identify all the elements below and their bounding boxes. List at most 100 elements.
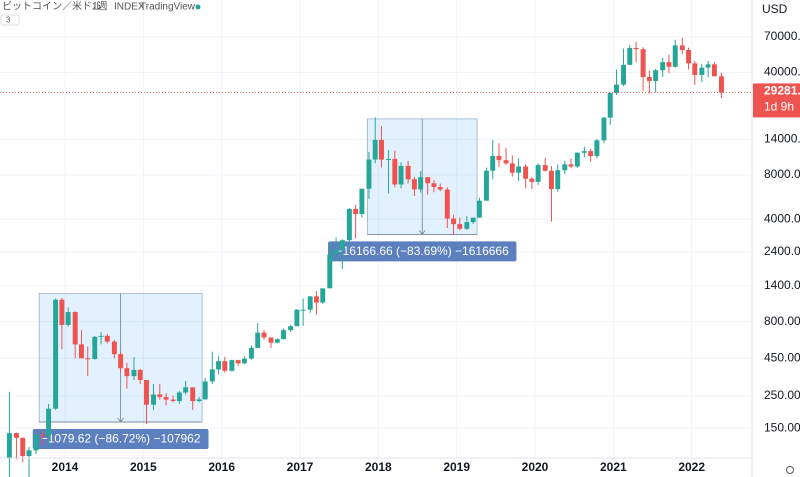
candle-body	[288, 326, 294, 331]
candles	[0, 37, 752, 477]
interval: 1週	[92, 1, 108, 13]
candle-body	[633, 48, 639, 50]
candle-body	[216, 361, 222, 370]
settings-icon[interactable]	[786, 466, 794, 474]
candle-body	[627, 48, 633, 65]
candle-body	[555, 170, 561, 190]
candle-body	[281, 330, 287, 340]
symbol-title: ビットコイン／米ドル	[2, 0, 102, 13]
candle-body	[451, 218, 457, 225]
candle-body	[483, 170, 489, 201]
candle-body	[151, 394, 157, 405]
candle-body	[646, 77, 652, 81]
candle-body	[209, 369, 215, 382]
y-tick-label: 450.00	[764, 350, 800, 364]
candle-body	[686, 50, 692, 64]
candle-body	[137, 369, 143, 380]
candle-body	[46, 408, 52, 436]
candle-body	[202, 381, 208, 400]
candle-body	[131, 369, 137, 377]
y-tick-label: 250.00	[764, 388, 800, 402]
x-tick-label: 2016	[208, 460, 235, 474]
x-tick-label: 2015	[130, 460, 157, 474]
x-tick-label: 2017	[287, 460, 314, 474]
candle-body	[222, 361, 228, 371]
candle-body	[718, 76, 724, 93]
candle-body	[386, 158, 392, 160]
candle-body	[398, 165, 404, 185]
candle-body	[516, 166, 522, 173]
price-label: 29281.00	[764, 84, 800, 98]
candle-body	[437, 186, 443, 190]
candle-body	[320, 288, 326, 303]
candle-body	[59, 299, 65, 325]
candle-body	[431, 183, 437, 187]
candle-body	[235, 360, 241, 364]
y-tick-label: 14000.00	[764, 132, 800, 146]
candle-body	[85, 358, 91, 360]
candle-body	[653, 70, 659, 81]
candle-body	[418, 177, 424, 190]
y-tick-label: 40000.00	[764, 65, 800, 79]
candle-body	[699, 67, 705, 75]
candle-body	[255, 332, 261, 348]
candle-body	[72, 312, 78, 345]
candle-body	[496, 155, 502, 161]
candle-body	[366, 159, 372, 189]
candle-body	[574, 152, 580, 167]
candle-body	[425, 177, 431, 184]
candle-body	[118, 354, 124, 369]
candle-body	[372, 139, 378, 160]
candle-body	[679, 45, 685, 51]
candle-body	[457, 224, 463, 229]
candle-body	[111, 341, 117, 355]
y-tick-label: 8000.00	[764, 167, 800, 181]
candle-body	[124, 368, 130, 377]
candle-body	[26, 450, 32, 456]
candle-body	[594, 140, 600, 157]
candle-body	[327, 254, 333, 289]
candle-body	[92, 336, 98, 359]
candle-body	[444, 189, 450, 219]
candle-body	[300, 309, 306, 311]
y-tick-label: 800.00	[764, 314, 800, 328]
candle-body	[261, 332, 267, 338]
candle-body	[190, 387, 196, 402]
y-tick-label: 150.00	[764, 420, 800, 434]
currency: USD	[762, 2, 788, 16]
price-label-bg	[753, 83, 800, 118]
candle-body	[529, 178, 535, 182]
source: INDEX	[114, 2, 145, 13]
collapse-button[interactable]	[0, 14, 20, 26]
candle-body	[39, 434, 45, 436]
candle-body	[614, 84, 619, 94]
candle-body	[157, 394, 163, 398]
publisher: TradingView	[140, 2, 196, 13]
candle-body	[588, 151, 594, 157]
candle-body	[379, 139, 384, 160]
candle-body	[581, 151, 587, 153]
candle-body	[170, 399, 176, 402]
candle-body	[601, 117, 607, 141]
countdown: 1d 9h	[764, 100, 794, 114]
candle-body	[20, 437, 26, 456]
candle-body	[562, 164, 568, 171]
x-tick-label: 2014	[52, 460, 79, 474]
candle-body	[705, 64, 711, 68]
candle-body	[568, 164, 574, 167]
candle-body	[476, 200, 482, 218]
candle-body	[346, 208, 352, 241]
candle-body	[666, 62, 672, 67]
candle-body	[392, 158, 398, 185]
candle-body	[313, 296, 319, 303]
candle-body	[294, 309, 300, 327]
candle-body	[13, 433, 19, 438]
candle-body	[711, 64, 717, 77]
candle-body	[268, 337, 274, 343]
status-dot	[195, 4, 201, 10]
axes: 2014 2015 2016 2017 2018 2019 2020 2021 2022 7000…	[52, 29, 800, 474]
y-tick-label: 2400.00	[764, 244, 800, 258]
candle-body	[339, 240, 345, 250]
header: ビットコイン／米ドル 1週 INDEX TradingView 3	[0, 0, 201, 26]
